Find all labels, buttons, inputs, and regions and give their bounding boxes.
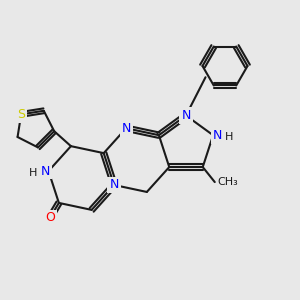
Text: N: N (41, 165, 50, 178)
Text: S: S (17, 108, 25, 121)
Text: H: H (225, 132, 233, 142)
Text: H: H (29, 168, 37, 178)
Text: N: N (213, 129, 222, 142)
Text: N: N (122, 122, 131, 135)
Text: N: N (110, 178, 119, 191)
Text: O: O (45, 212, 55, 224)
Text: CH₃: CH₃ (218, 177, 238, 187)
Text: N: N (181, 109, 191, 122)
